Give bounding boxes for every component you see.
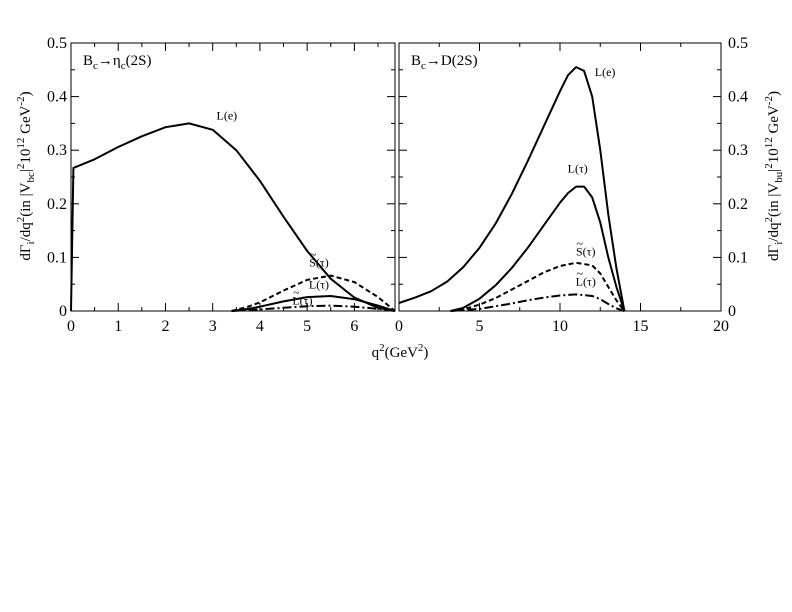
y-axis-title-left: dΓi/dq2(in |Vbc|21012 GeV-2) [15,91,37,260]
y-tick-label: 0.2 [47,196,67,213]
x-tick-label: 1 [114,318,122,335]
curve-label: L(e) [595,65,616,79]
y-tick-label: 0.1 [47,249,67,266]
x-tick-label: 3 [209,318,217,335]
curve-label: L(τ) [309,277,329,291]
y-tick-label: 0.4 [47,89,67,106]
y-tick-label: 0.5 [47,35,67,52]
tilde-mark: ~ [577,266,584,280]
x-tick-label: 15 [633,318,649,335]
plot-frame [398,42,722,312]
x-axis-title: q2(GeV2) [372,342,429,361]
x-tick-label: 4 [256,318,264,335]
x-tick-label: 0 [67,318,75,335]
series-line-0 [70,122,396,312]
series-line-3 [450,293,625,312]
y-tick-label: 0.3 [47,142,67,159]
y-tick-label: 0.2 [728,196,748,213]
panel-left: 0 1 2 3 4 5 600.10.20.30.40.5L(e)S(τ)~L(τ)L(τ)… [47,35,396,335]
panel-title: Bc→ηc(2S) [83,53,152,72]
series-line-1 [450,185,626,312]
x-tick-label: 20 [713,318,729,335]
x-tick-label: 6 [350,318,358,335]
series-line-2 [231,295,396,312]
y-tick-label: 0 [59,303,67,320]
curve-label: L(τ) [568,162,588,176]
curve-label: L(τ) [576,274,596,288]
series-line-0 [398,66,626,312]
tilde-mark: ~ [293,286,300,300]
x-tick-label: 2 [161,318,169,335]
curve-label: L(τ) [292,294,312,308]
tilde-mark: ~ [310,248,317,262]
y-tick-label: 0.4 [728,89,748,106]
x-tick-label: 10 [552,318,568,335]
y-tick-label: 0.3 [728,142,748,159]
series-line-2 [450,261,626,312]
plot-frame [70,42,396,312]
curve-label: S(τ) [576,244,596,258]
panel-title: Bc→D(2S) [411,53,478,72]
y-axis-title-right: dΓi/dq2(in |Vbu|21012 GeV-2) [763,91,785,261]
curve-label: L(e) [217,109,238,123]
curve-label: S(τ) [309,256,329,270]
y-tick-label: 0.5 [728,35,748,52]
x-tick-label: 0 [395,318,403,335]
y-tick-label: 0.1 [728,249,748,266]
x-tick-label: 5 [303,318,311,335]
y-tick-label: 0 [728,303,736,320]
x-tick-label: 5 [476,318,484,335]
series-line-3 [231,304,396,312]
panel-right: 0 5 10 15 2000.10.20.30.40.5L(e)L(τ)S(τ)~L(τ… [395,35,748,335]
series-line-1 [231,274,396,312]
tilde-mark: ~ [577,236,584,250]
